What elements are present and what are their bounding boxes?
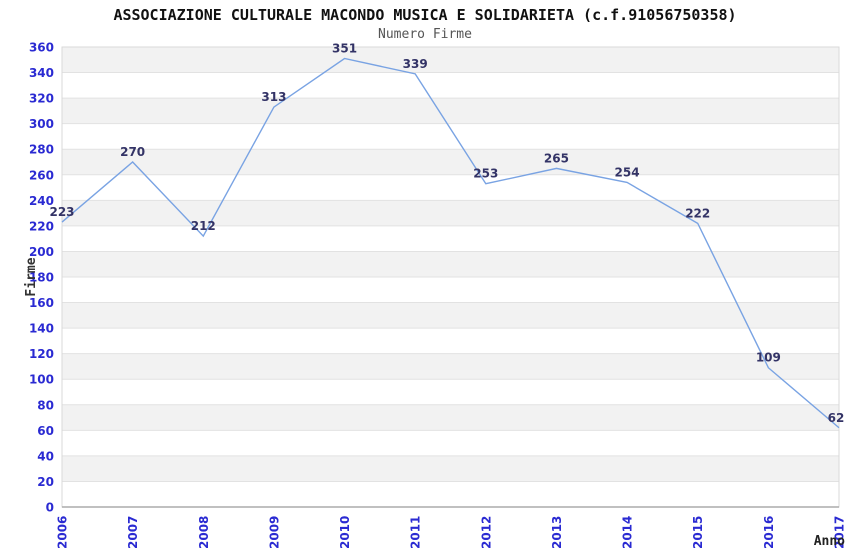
data-point-label: 62 xyxy=(828,411,845,425)
y-tick-label: 240 xyxy=(29,194,54,208)
x-tick-label: 2007 xyxy=(126,516,140,549)
y-tick-label: 80 xyxy=(37,398,54,412)
y-tick-label: 0 xyxy=(46,501,54,515)
y-tick-label: 320 xyxy=(29,92,54,106)
x-tick-label: 2012 xyxy=(479,516,493,549)
x-tick-label: 2006 xyxy=(56,516,70,549)
y-tick-label: 100 xyxy=(29,373,54,387)
chart-title: ASSOCIAZIONE CULTURALE MACONDO MUSICA E … xyxy=(113,6,737,24)
band xyxy=(62,455,839,482)
band xyxy=(62,47,839,73)
data-point-label: 223 xyxy=(49,205,74,219)
x-tick-label: 2011 xyxy=(409,516,423,549)
x-tick-label: 2009 xyxy=(267,516,281,549)
data-point-label: 253 xyxy=(473,167,498,181)
x-tick-label: 2015 xyxy=(691,516,705,549)
y-tick-label: 60 xyxy=(37,424,54,438)
series-line xyxy=(61,57,840,429)
y-tick-label: 120 xyxy=(29,347,54,361)
data-point-label: 265 xyxy=(544,151,569,165)
y-tick-label: 20 xyxy=(37,475,54,489)
data-point-label: 254 xyxy=(615,165,640,179)
y-axis-label: Firme xyxy=(24,257,39,297)
band xyxy=(62,404,839,431)
y-tick-label: 160 xyxy=(29,296,54,310)
x-axis-label: Anno xyxy=(813,534,845,549)
y-tick-label: 200 xyxy=(29,245,54,259)
data-point-label: 222 xyxy=(685,206,710,220)
data-point-label: 351 xyxy=(332,42,357,56)
data-point-label: 339 xyxy=(403,57,428,71)
band xyxy=(62,98,839,124)
y-tick-label: 260 xyxy=(29,168,54,182)
band xyxy=(62,200,839,226)
y-tick-label: 140 xyxy=(29,322,54,336)
data-point-label: 313 xyxy=(261,90,286,104)
band xyxy=(62,149,839,175)
data-point-label: 270 xyxy=(120,145,145,159)
y-tick-label: 360 xyxy=(29,41,54,55)
y-tick-label: 220 xyxy=(29,219,54,233)
x-tick-label: 2013 xyxy=(550,516,564,549)
band xyxy=(62,302,839,329)
x-tick-label: 2014 xyxy=(621,516,635,549)
x-tick-label: 2010 xyxy=(338,516,352,549)
y-tick-label: 300 xyxy=(29,117,54,131)
y-tick-label: 40 xyxy=(37,449,54,463)
x-tick-label: 2017 xyxy=(833,516,847,549)
band xyxy=(62,251,839,277)
y-tick-label: 340 xyxy=(29,66,54,80)
y-tick-label: 280 xyxy=(29,143,54,157)
x-tick-label: 2008 xyxy=(197,516,211,549)
data-point-label: 212 xyxy=(191,219,216,233)
data-point-label: 109 xyxy=(756,351,781,365)
band xyxy=(62,353,839,380)
y-tick-label: 180 xyxy=(29,271,54,285)
x-tick-label: 2016 xyxy=(762,516,776,549)
chart-subtitle: Numero Firme xyxy=(378,27,472,42)
